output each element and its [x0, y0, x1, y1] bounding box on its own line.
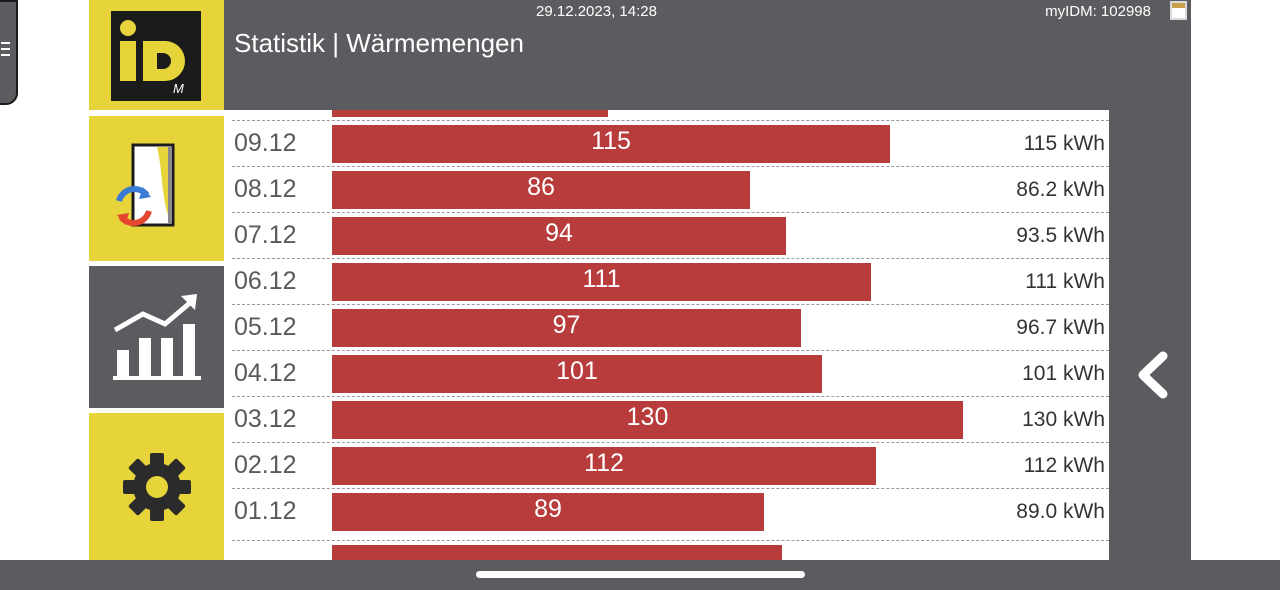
table-row-partial-bottom	[224, 540, 1109, 560]
page-title: Statistik | Wärmemengen	[234, 28, 524, 58]
table-row-partial-top	[224, 110, 1109, 120]
row-value: 93.5 kWh	[1016, 224, 1105, 247]
table-row: 06.12 111 111 kWh	[224, 258, 1109, 304]
row-date: 01.12	[234, 497, 297, 525]
row-divider	[232, 166, 1109, 167]
row-value: 111 kWh	[1025, 270, 1105, 293]
row-date: 02.12	[234, 451, 297, 479]
row-divider	[232, 488, 1109, 489]
datetime-text: 29.12.2023, 14:28	[536, 3, 657, 20]
heat-bar	[332, 171, 750, 209]
heat-bar	[332, 263, 871, 301]
row-divider	[232, 304, 1109, 305]
sidebar-item-settings[interactable]	[89, 413, 224, 560]
bar-label: 94	[545, 219, 573, 247]
logo-tile[interactable]: M	[89, 0, 224, 110]
table-row: 08.12 86 86.2 kWh	[224, 166, 1109, 212]
table-row: 03.12 130 130 kWh	[224, 396, 1109, 442]
gear-icon	[123, 453, 191, 521]
table-row: 09.12 115 115 kWh	[224, 120, 1109, 166]
partial-bar-top	[332, 110, 608, 117]
row-value: 130 kWh	[1022, 408, 1105, 431]
bar-label: 111	[582, 265, 621, 293]
bar-label: 86	[527, 173, 555, 201]
row-date: 09.12	[234, 129, 297, 157]
row-date: 03.12	[234, 405, 297, 433]
side-menu-tab[interactable]	[0, 0, 18, 105]
logo-sub-text: M	[173, 81, 184, 96]
row-date: 07.12	[234, 221, 297, 249]
row-value: 96.7 kWh	[1016, 316, 1105, 339]
heat-bar	[332, 125, 890, 163]
heat-bar	[332, 401, 963, 439]
table-row: 04.12 101 101 kWh	[224, 350, 1109, 396]
home-indicator[interactable]	[476, 571, 805, 578]
heat-bar	[332, 355, 822, 393]
hamburger-icon	[1, 42, 10, 60]
row-divider	[232, 212, 1109, 213]
heat-bar	[332, 309, 801, 347]
row-value: 89.0 kWh	[1016, 500, 1105, 523]
bar-label: 115	[591, 127, 631, 155]
row-value: 101 kWh	[1022, 362, 1105, 385]
calendar-icon[interactable]	[1170, 1, 1187, 20]
heat-bar	[332, 217, 786, 255]
header-bar: 29.12.2023, 14:28 myIDM: 102998 Statisti…	[224, 0, 1191, 110]
partial-bar-bottom	[332, 545, 782, 560]
bar-label: 89	[534, 495, 562, 523]
row-date: 05.12	[234, 313, 297, 341]
row-value: 115 kWh	[1023, 132, 1105, 155]
table-row: 02.12 112 112 kWh	[224, 442, 1109, 488]
row-date: 06.12	[234, 267, 297, 295]
bar-label: 97	[552, 311, 581, 339]
row-divider	[232, 120, 1109, 121]
row-date: 04.12	[234, 359, 297, 387]
bottom-bar	[0, 560, 1280, 590]
bar-label: 130	[626, 403, 669, 431]
chevron-left-icon[interactable]	[1133, 350, 1173, 400]
idm-logo: M	[111, 11, 201, 101]
heat-bar	[332, 493, 764, 531]
table-row: 01.12 89 89.0 kWh	[224, 488, 1109, 534]
row-divider	[232, 396, 1109, 397]
heat-amount-list[interactable]: 09.12 115 115 kWh 08.12 86 86.2 kWh 07.12 94 93.…	[224, 110, 1109, 560]
table-row: 05.12 97 96.7 kWh	[224, 304, 1109, 350]
sidebar-item-statistics[interactable]	[89, 266, 224, 408]
heatpump-icon	[116, 143, 175, 227]
sidebar: M	[89, 0, 224, 560]
right-panel	[1109, 110, 1191, 560]
row-date: 08.12	[234, 175, 297, 203]
row-divider	[232, 258, 1109, 259]
bar-label: 101	[556, 357, 598, 385]
row-value: 86.2 kWh	[1016, 178, 1105, 201]
myidm-id-text: myIDM: 102998	[1045, 3, 1151, 20]
bar-label: 112	[584, 449, 624, 477]
heat-bar	[332, 447, 876, 485]
row-divider	[232, 350, 1109, 351]
statistics-chart-icon	[113, 294, 201, 380]
row-divider	[232, 442, 1109, 443]
table-row: 07.12 94 93.5 kWh	[224, 212, 1109, 258]
sidebar-item-heat-pump[interactable]	[89, 116, 224, 261]
row-value: 112 kWh	[1023, 454, 1105, 477]
